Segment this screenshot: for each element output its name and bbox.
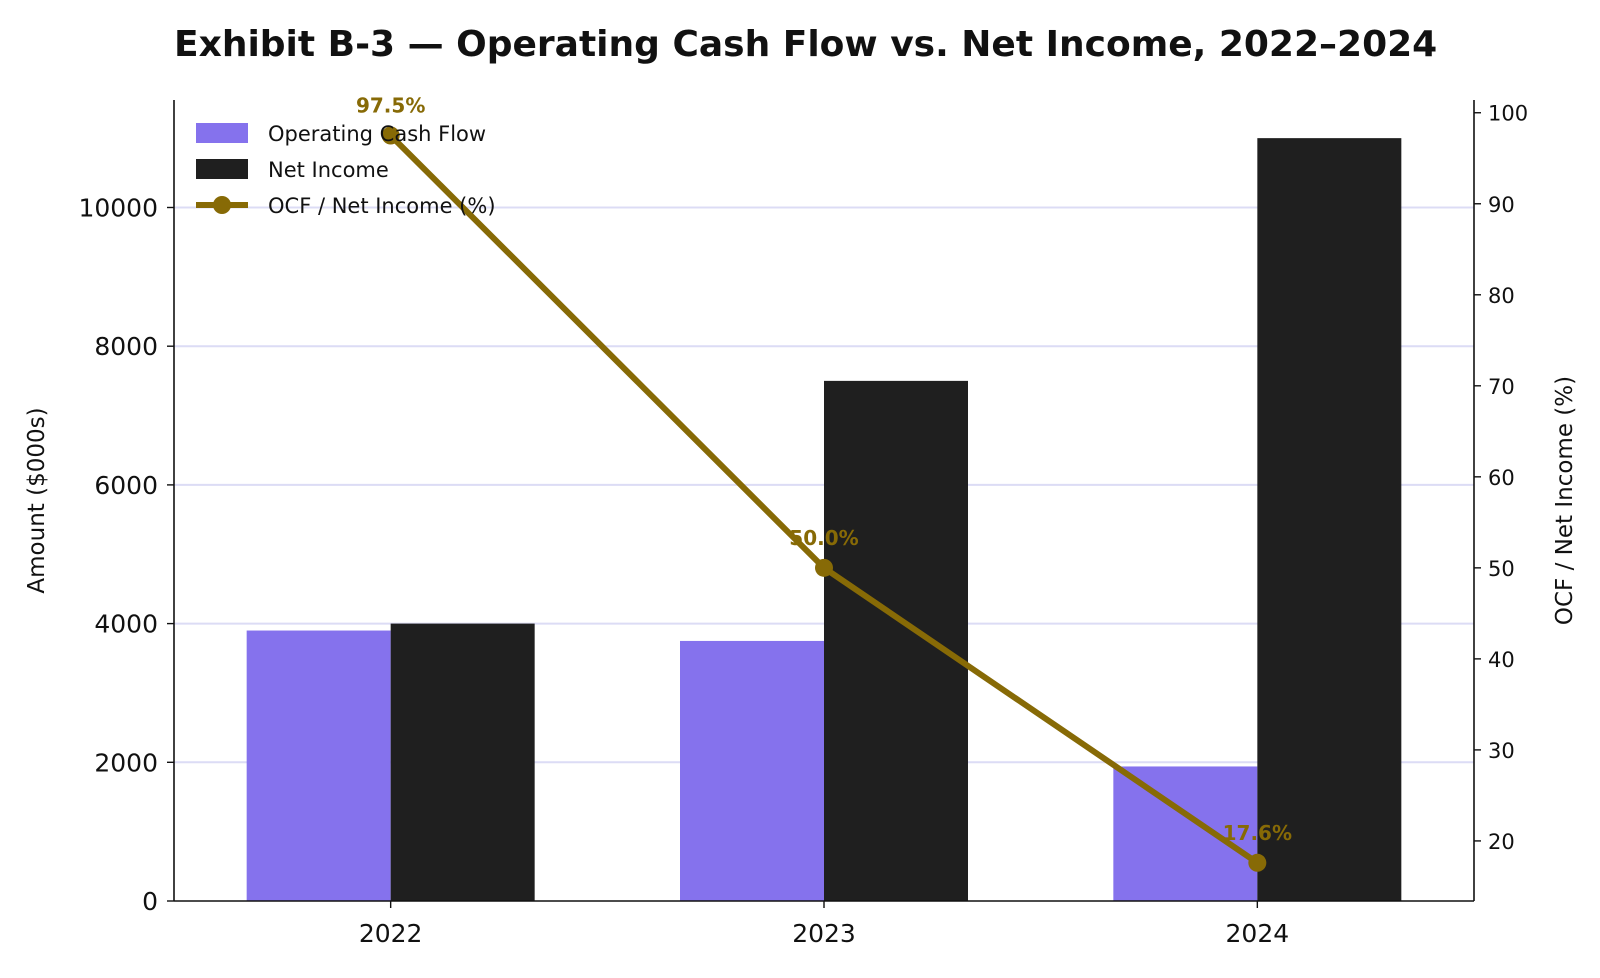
y-axis-label-left: Amount ($000s) <box>24 407 50 593</box>
y-tick-label-right: 40 <box>1488 648 1515 672</box>
bar-operating-cash-flow <box>1113 766 1258 901</box>
ratio-data-label: 97.5% <box>356 93 425 117</box>
y-tick-label-left: 10000 <box>78 193 158 222</box>
ratio-point <box>381 126 400 145</box>
y-tick-label-left: 6000 <box>94 471 158 500</box>
ratio-line <box>381 126 1267 872</box>
ticks: 0 2000 4000 6000 8000 10000 20 30 40 50 60 70 80 90 10… <box>78 102 1528 948</box>
y-axis-label-right: OCF / Net Income (%) <box>1552 376 1578 625</box>
bar-net-income <box>1257 138 1402 902</box>
y-tick-label-right: 50 <box>1488 557 1515 581</box>
bars <box>246 138 1402 902</box>
y-tick-label-left: 4000 <box>94 610 158 639</box>
y-tick-label-left: 0 <box>142 887 158 916</box>
y-tick-label-right: 30 <box>1488 739 1515 763</box>
y-tick-label-left: 2000 <box>94 748 158 777</box>
x-tick-label: 2022 <box>359 919 423 948</box>
legend-label: Net Income <box>268 158 389 182</box>
ratio-data-label: 50.0% <box>789 526 858 550</box>
bar-net-income <box>824 380 968 901</box>
ratio-point <box>1248 853 1267 872</box>
ratio-data-label: 17.6% <box>1223 821 1292 845</box>
y-tick-label-right: 100 <box>1488 102 1528 126</box>
y-tick-label-right: 20 <box>1488 830 1515 854</box>
x-tick-label: 2023 <box>792 919 856 948</box>
y-tick-label-right: 70 <box>1488 375 1515 399</box>
legend-swatch <box>196 159 248 179</box>
legend-swatch-marker <box>213 196 231 214</box>
data-labels: 97.5% 50.0% 17.6% <box>356 93 1292 844</box>
bar-net-income <box>390 623 535 901</box>
y-tick-label-right: 90 <box>1488 193 1515 217</box>
ratio-point <box>815 558 833 577</box>
x-tick-label: 2024 <box>1226 919 1290 948</box>
bar-operating-cash-flow <box>680 640 824 901</box>
y-tick-label-right: 60 <box>1488 466 1515 490</box>
legend-swatch <box>196 123 248 143</box>
legend-label: Operating Cash Flow <box>268 122 486 146</box>
legend: Operating Cash Flow Net Income OCF / Net I… <box>196 122 496 218</box>
bar-operating-cash-flow <box>246 630 391 901</box>
y-tick-label-right: 80 <box>1488 284 1515 308</box>
chart-title: Exhibit B-3 — Operating Cash Flow vs. Ne… <box>174 24 1437 65</box>
legend-label: OCF / Net Income (%) <box>268 194 496 218</box>
y-tick-label-left: 8000 <box>94 332 158 361</box>
